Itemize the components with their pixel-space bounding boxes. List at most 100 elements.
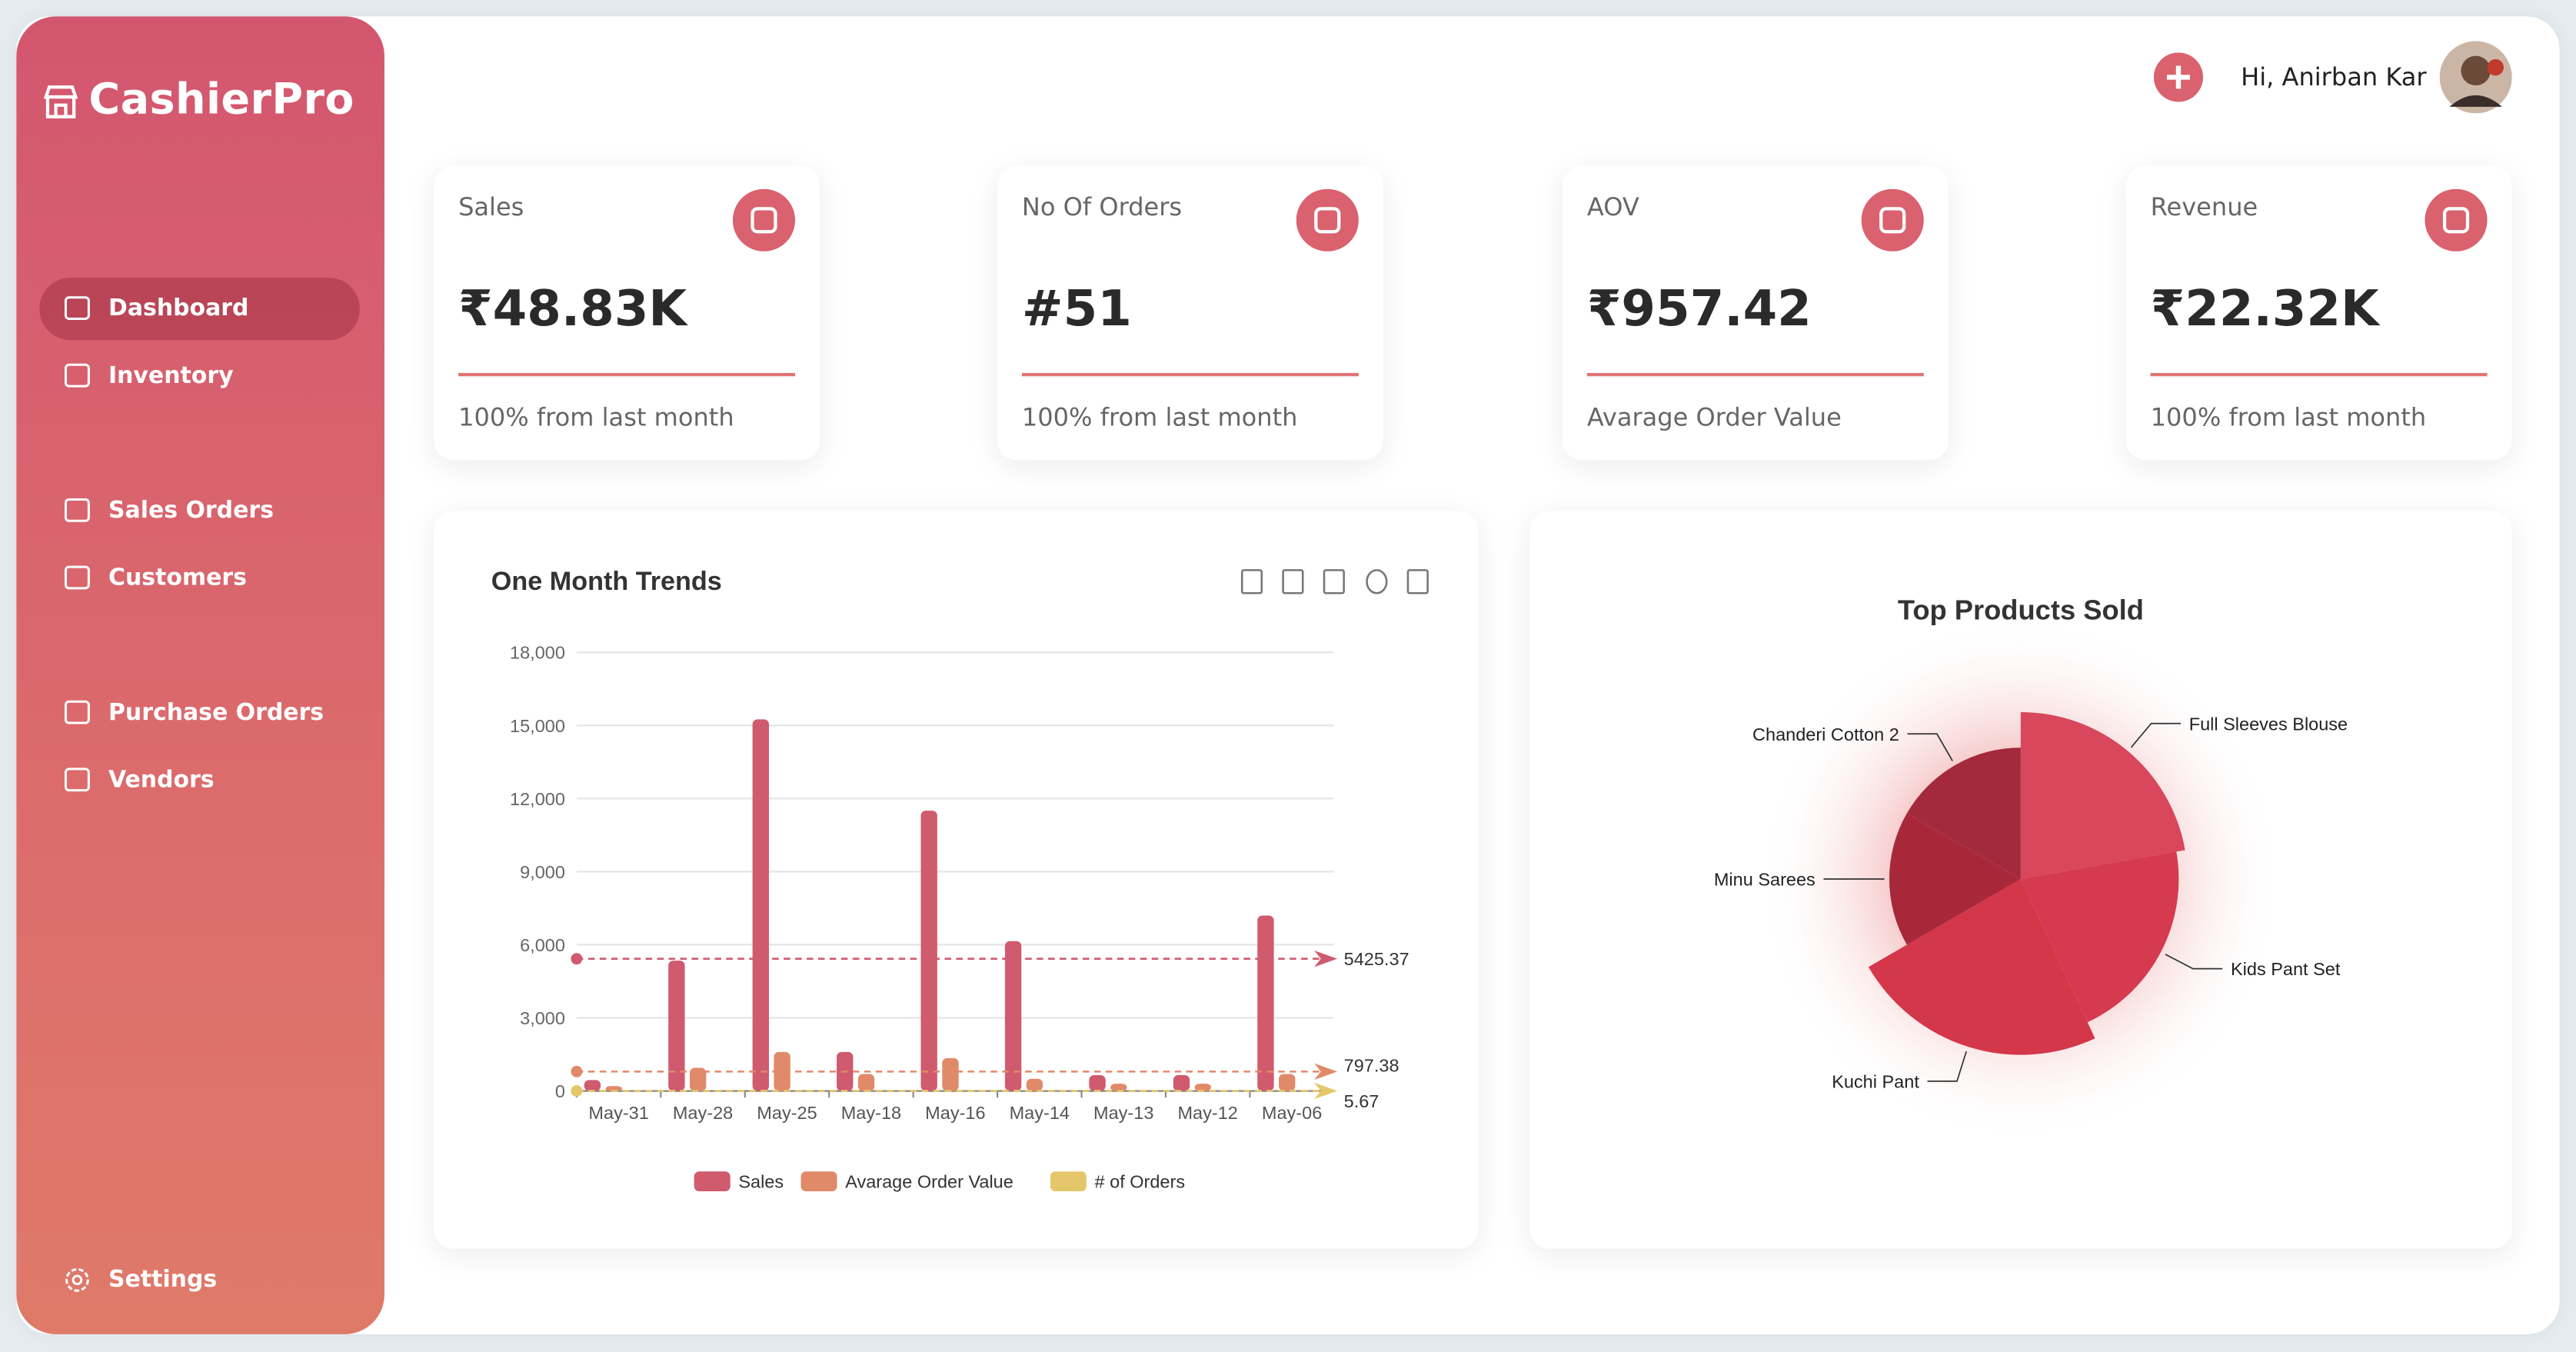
- nav-item[interactable]: Dashboard: [39, 278, 360, 341]
- pie-label: Full Sleeves Blouse: [2189, 714, 2348, 734]
- card-value: ₹957.42: [1586, 281, 1812, 339]
- bar: [668, 961, 685, 1091]
- average-arrow: [1314, 951, 1338, 967]
- toolbox-icon-shape: [1323, 569, 1345, 594]
- bar: [1279, 1074, 1296, 1091]
- toolbox-icon[interactable]: [1406, 569, 1429, 594]
- x-tick-label: May-18: [841, 1103, 901, 1123]
- average-start: [571, 1065, 583, 1077]
- avatar[interactable]: [2439, 41, 2512, 114]
- nav-item[interactable]: Customers: [39, 547, 360, 609]
- pie-leader: [1927, 1051, 1968, 1082]
- kpi-card: AOV ₹957.42 Avarage Order Value: [1562, 165, 1949, 461]
- card-icon-bg: [732, 188, 796, 251]
- card-value: ₹22.32K: [2150, 281, 2379, 339]
- card-icon: [1861, 188, 1924, 251]
- x-tick-label: May-16: [925, 1103, 985, 1123]
- card-title: AOV: [1586, 191, 1639, 222]
- nav-icon: [64, 768, 90, 792]
- bar: [1004, 941, 1022, 1091]
- toolbox-icon[interactable]: [1240, 569, 1263, 594]
- card-icon-glyph: [1879, 207, 1906, 234]
- toolbox-icon[interactable]: [1366, 569, 1388, 594]
- nav-icon-shape: [64, 363, 90, 388]
- pie-leader: [2165, 954, 2223, 970]
- card-title: Sales: [458, 191, 524, 222]
- kpi-card: Revenue ₹22.32K 100% from last month: [2125, 165, 2512, 461]
- card-icon: [2425, 188, 2488, 251]
- nav-item[interactable]: Vendors: [39, 749, 360, 811]
- toolbox-icon[interactable]: [1323, 569, 1345, 594]
- y-tick-label: 6,000: [520, 935, 565, 955]
- chart-title: One Month Trends: [491, 567, 722, 596]
- x-tick-label: May-12: [1177, 1103, 1237, 1123]
- y-tick-label: 9,000: [520, 862, 565, 882]
- legend-label: Sales: [738, 1172, 784, 1192]
- settings-link[interactable]: Settings: [39, 1249, 360, 1311]
- pie-leader: [2130, 722, 2182, 748]
- pie-slice: [1868, 879, 2095, 1055]
- card-icon-bg: [2425, 188, 2488, 251]
- x-tick-label: May-28: [673, 1103, 733, 1123]
- card-title: Revenue: [2150, 191, 2258, 222]
- card-icon-glyph: [751, 207, 777, 234]
- nav-label: Customers: [108, 564, 247, 592]
- bar: [774, 1051, 790, 1091]
- nav-label: Dashboard: [108, 295, 249, 322]
- brand: CashierPro: [88, 75, 354, 125]
- card-value: ₹48.83K: [458, 281, 687, 339]
- average-label: 797.38: [1344, 1055, 1399, 1075]
- nav-icon: [64, 498, 90, 522]
- pie-leader: [1907, 733, 1953, 761]
- nav-item[interactable]: Sales Orders: [39, 480, 360, 542]
- toolbox-icon[interactable]: [1282, 569, 1304, 594]
- y-tick-label: 15,000: [510, 716, 565, 736]
- bar: [1194, 1084, 1211, 1091]
- add-button[interactable]: [2153, 52, 2204, 102]
- nav-icon-shape: [64, 700, 90, 724]
- bar: [1026, 1078, 1043, 1091]
- y-tick-label: 12,000: [510, 789, 565, 809]
- nav-label: Inventory: [108, 363, 234, 390]
- settings-label: Settings: [108, 1267, 218, 1294]
- card-value: #51: [1021, 281, 1132, 339]
- bar: [857, 1074, 875, 1091]
- card-icon-bg: [1296, 188, 1359, 251]
- nav-item[interactable]: Inventory: [39, 345, 360, 408]
- legend-swatch: [800, 1171, 837, 1191]
- x-tick-label: May-25: [757, 1103, 817, 1123]
- legend-label: Avarage Order Value: [845, 1172, 1013, 1192]
- bar: [1173, 1075, 1190, 1091]
- toolbox-icon-shape: [1366, 569, 1388, 594]
- nav-icon-shape: [64, 296, 90, 320]
- pie-label: Kuchi Pant: [1832, 1071, 1919, 1091]
- greeting: Hi, Anirban Kar: [2241, 62, 2427, 92]
- bar: [689, 1067, 707, 1091]
- average-arrow: [1314, 1063, 1338, 1081]
- card-note: 100% from last month: [2150, 402, 2427, 432]
- average-label: 5425.37: [1344, 949, 1409, 969]
- card-rule: [2150, 372, 2488, 377]
- nav-label: Purchase Orders: [108, 700, 324, 727]
- bar: [1110, 1084, 1127, 1091]
- pie-glow: [1758, 616, 2284, 1142]
- y-tick-label: 0: [555, 1081, 565, 1101]
- pie-slice: [2020, 851, 2179, 1023]
- nav-item[interactable]: Purchase Orders: [39, 682, 360, 744]
- brand-icon: [43, 85, 78, 118]
- y-tick-label: 3,000: [520, 1008, 565, 1028]
- pie-slice: [1906, 748, 2021, 880]
- card-rule: [1021, 372, 1359, 377]
- bar: [920, 811, 937, 1091]
- card-note: 100% from last month: [458, 402, 734, 432]
- nav-icon-shape: [64, 565, 90, 590]
- card-icon-bg: [1861, 188, 1924, 251]
- nav-icon: [64, 565, 90, 590]
- card-icon: [1296, 188, 1359, 251]
- card-icon: [732, 188, 796, 251]
- average-arrow: [1314, 1082, 1338, 1100]
- sidebar: CashierPro Dashboard Inventory Sales Order…: [16, 16, 384, 1334]
- card-note: Avarage Order Value: [1586, 402, 1842, 432]
